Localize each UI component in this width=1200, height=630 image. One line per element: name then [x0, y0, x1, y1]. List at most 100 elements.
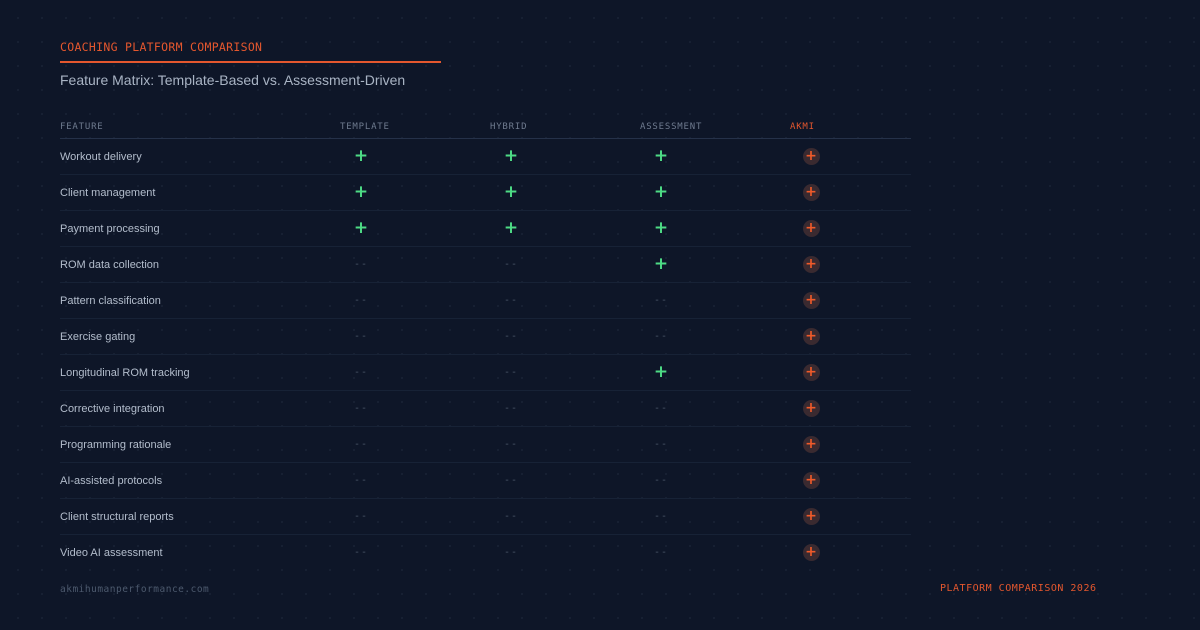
- not-available-dash: --: [653, 438, 669, 450]
- feature-label: AI-assisted protocols: [60, 475, 163, 487]
- check-plus-icon: +: [653, 254, 669, 274]
- not-available-dash: --: [653, 510, 669, 522]
- hybrid-cell: --: [500, 463, 522, 498]
- table-row: Corrective integration -- -- -- +: [60, 391, 911, 427]
- check-plus-icon: +: [503, 218, 519, 238]
- not-available-dash: --: [503, 546, 519, 558]
- feature-label: Longitudinal ROM tracking: [60, 367, 190, 379]
- column-header-hybrid: HYBRID: [490, 122, 528, 132]
- assessment-cell: +: [650, 139, 672, 174]
- hybrid-cell: --: [500, 247, 522, 282]
- hybrid-cell: --: [500, 319, 522, 354]
- template-cell: --: [350, 355, 372, 390]
- assessment-cell: --: [650, 283, 672, 318]
- hybrid-cell: --: [500, 427, 522, 462]
- table-row: Client management + + + +: [60, 175, 911, 211]
- plus-icon: +: [802, 544, 820, 561]
- akmi-included-badge: +: [800, 211, 822, 246]
- feature-matrix-table: FEATURE TEMPLATE HYBRID ASSESSMENT AKMI …: [60, 117, 911, 570]
- check-plus-icon: +: [353, 182, 369, 202]
- plus-icon: +: [802, 148, 820, 165]
- page-subtitle: Feature Matrix: Template-Based vs. Asses…: [60, 72, 406, 88]
- not-available-dash: --: [503, 510, 519, 522]
- table-row: Payment processing + + + +: [60, 211, 911, 247]
- feature-label: Pattern classification: [60, 295, 161, 307]
- template-cell: +: [350, 139, 372, 174]
- akmi-included-badge: +: [800, 463, 822, 498]
- eyebrow-underline: [60, 61, 441, 63]
- footer-tag: PLATFORM COMPARISON 2026: [940, 583, 1097, 594]
- plus-icon: +: [802, 472, 820, 489]
- hybrid-cell: --: [500, 283, 522, 318]
- not-available-dash: --: [353, 366, 369, 378]
- template-cell: --: [350, 427, 372, 462]
- table-header: FEATURE TEMPLATE HYBRID ASSESSMENT AKMI: [60, 117, 911, 139]
- not-available-dash: --: [353, 294, 369, 306]
- template-cell: --: [350, 463, 372, 498]
- feature-label: Payment processing: [60, 223, 160, 235]
- assessment-cell: --: [650, 427, 672, 462]
- check-plus-icon: +: [653, 362, 669, 382]
- template-cell: --: [350, 499, 372, 534]
- template-cell: +: [350, 211, 372, 246]
- feature-label: Programming rationale: [60, 439, 172, 451]
- column-header-template: TEMPLATE: [340, 122, 390, 132]
- akmi-included-badge: +: [800, 319, 822, 354]
- feature-label: Corrective integration: [60, 403, 165, 415]
- plus-icon: +: [802, 328, 820, 345]
- hybrid-cell: +: [500, 211, 522, 246]
- not-available-dash: --: [653, 330, 669, 342]
- assessment-cell: --: [650, 391, 672, 426]
- akmi-included-badge: +: [800, 175, 822, 210]
- not-available-dash: --: [353, 258, 369, 270]
- hybrid-cell: --: [500, 499, 522, 534]
- template-cell: --: [350, 535, 372, 570]
- not-available-dash: --: [653, 402, 669, 414]
- plus-icon: +: [802, 292, 820, 309]
- template-cell: --: [350, 391, 372, 426]
- plus-icon: +: [802, 508, 820, 525]
- assessment-cell: +: [650, 247, 672, 282]
- check-plus-icon: +: [653, 146, 669, 166]
- check-plus-icon: +: [353, 146, 369, 166]
- plus-icon: +: [802, 256, 820, 273]
- check-plus-icon: +: [503, 146, 519, 166]
- hybrid-cell: --: [500, 355, 522, 390]
- assessment-cell: --: [650, 463, 672, 498]
- table-row: AI-assisted protocols -- -- -- +: [60, 463, 911, 499]
- table-body: Workout delivery + + + + Client management + + +…: [60, 139, 911, 570]
- not-available-dash: --: [353, 402, 369, 414]
- not-available-dash: --: [353, 330, 369, 342]
- not-available-dash: --: [653, 546, 669, 558]
- akmi-included-badge: +: [800, 139, 822, 174]
- akmi-included-badge: +: [800, 391, 822, 426]
- akmi-included-badge: +: [800, 499, 822, 534]
- not-available-dash: --: [353, 510, 369, 522]
- akmi-included-badge: +: [800, 427, 822, 462]
- not-available-dash: --: [503, 294, 519, 306]
- column-header-akmi: AKMI: [790, 122, 815, 132]
- hybrid-cell: +: [500, 139, 522, 174]
- table-row: Workout delivery + + + +: [60, 139, 911, 175]
- template-cell: +: [350, 175, 372, 210]
- not-available-dash: --: [353, 546, 369, 558]
- template-cell: --: [350, 247, 372, 282]
- table-row: Programming rationale -- -- -- +: [60, 427, 911, 463]
- plus-icon: +: [802, 400, 820, 417]
- template-cell: --: [350, 319, 372, 354]
- column-header-assessment: ASSESSMENT: [640, 122, 703, 132]
- check-plus-icon: +: [653, 182, 669, 202]
- feature-label: Workout delivery: [60, 151, 142, 163]
- assessment-cell: --: [650, 535, 672, 570]
- not-available-dash: --: [503, 402, 519, 414]
- assessment-cell: --: [650, 499, 672, 534]
- not-available-dash: --: [353, 474, 369, 486]
- check-plus-icon: +: [653, 218, 669, 238]
- plus-icon: +: [802, 436, 820, 453]
- akmi-included-badge: +: [800, 247, 822, 282]
- eyebrow-title: COACHING PLATFORM COMPARISON: [60, 40, 263, 54]
- assessment-cell: --: [650, 319, 672, 354]
- feature-label: Client structural reports: [60, 511, 174, 523]
- table-row: Exercise gating -- -- -- +: [60, 319, 911, 355]
- not-available-dash: --: [503, 438, 519, 450]
